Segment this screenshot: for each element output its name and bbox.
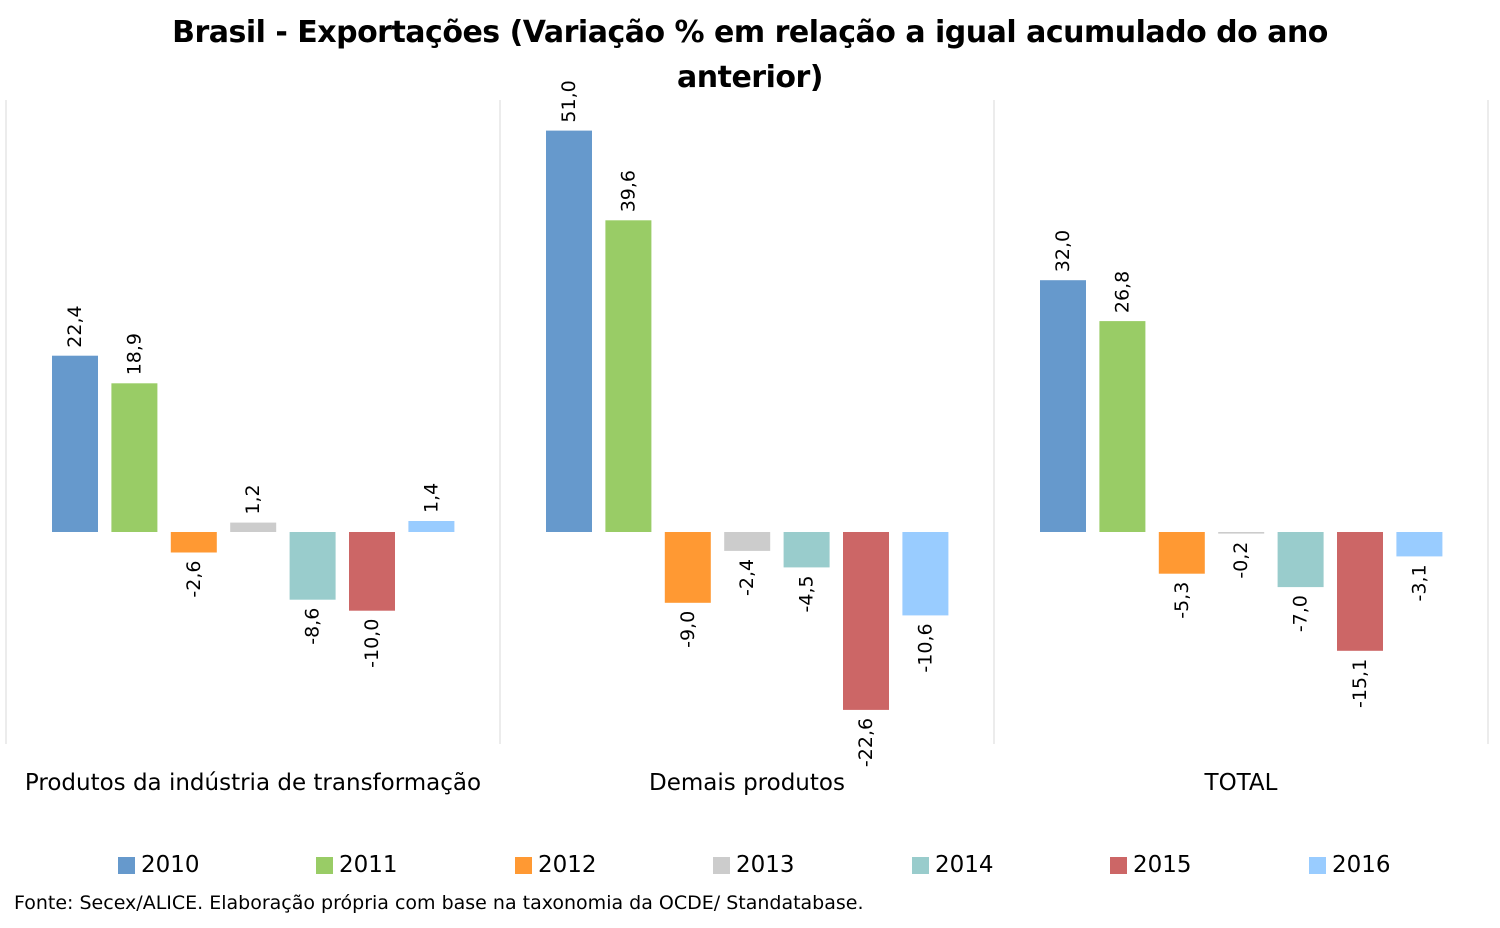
data-label-2013-0: 1,2 xyxy=(242,484,264,514)
category-tick-label: Demais produtos xyxy=(649,770,845,796)
bar-2015-1 xyxy=(843,532,889,710)
chart-title: Brasil - Exportações (Variação % em rela… xyxy=(172,15,1328,95)
bars xyxy=(52,130,1443,710)
bar-2013-0 xyxy=(230,522,277,532)
data-label-2010-1: 51,0 xyxy=(558,80,580,122)
bar-2015-0 xyxy=(349,532,395,611)
bar-2010-2 xyxy=(1040,280,1086,532)
legend-item-2014: 2014 xyxy=(912,848,994,882)
legend-label: 2016 xyxy=(1332,852,1391,878)
data-label-2013-2: -0,2 xyxy=(1230,542,1252,579)
legend-label: 2012 xyxy=(538,852,597,878)
data-label-2016-1: -10,6 xyxy=(914,623,936,672)
legend-swatch xyxy=(1309,856,1326,874)
bar-2011-2 xyxy=(1099,321,1146,532)
legend: 2010 2011 2012 2013 2014 2015 2016 xyxy=(0,848,1500,882)
bar-2010-0 xyxy=(52,355,98,532)
bar-2010-1 xyxy=(546,130,592,532)
category-tick-labels: Produtos da indústria de transformação De… xyxy=(25,770,1278,796)
legend-swatch xyxy=(713,856,730,874)
legend-swatch xyxy=(316,856,333,874)
bar-2011-1 xyxy=(605,220,652,533)
data-label-2015-2: -15,1 xyxy=(1349,659,1371,708)
category-separators xyxy=(5,100,1489,744)
legend-label: 2010 xyxy=(141,852,200,878)
data-label-2012-2: -5,3 xyxy=(1171,582,1193,619)
data-label-2015-1: -22,6 xyxy=(855,718,877,767)
data-label-2011-2: 26,8 xyxy=(1111,271,1133,313)
legend-swatch xyxy=(118,856,135,874)
bar-2014-0 xyxy=(289,532,336,600)
legend-item-2010: 2010 xyxy=(118,848,200,882)
data-label-2010-2: 32,0 xyxy=(1052,230,1074,272)
data-label-2011-1: 39,6 xyxy=(617,170,639,212)
bar-2013-2 xyxy=(1218,532,1265,534)
data-label-2016-2: -3,1 xyxy=(1408,564,1430,601)
legend-item-2016: 2016 xyxy=(1309,848,1391,882)
bar-2015-2 xyxy=(1337,532,1383,651)
bar-2012-0 xyxy=(170,532,217,553)
legend-item-2013: 2013 xyxy=(713,848,795,882)
data-label-2014-2: -7,0 xyxy=(1290,595,1312,632)
bar-2016-0 xyxy=(408,521,455,532)
bar-2014-1 xyxy=(783,532,830,568)
legend-label: 2015 xyxy=(1133,852,1192,878)
data-label-2011-0: 18,9 xyxy=(123,333,145,375)
bar-2016-1 xyxy=(902,532,949,616)
bar-2014-2 xyxy=(1277,532,1324,588)
legend-item-2015: 2015 xyxy=(1110,848,1192,882)
data-label-2016-0: 1,4 xyxy=(420,483,442,513)
data-labels: 22,4 18,9 -2,6 1,2 -8,6 -10,0 1,4 51,0 39,6 -9,0 -… xyxy=(64,80,1430,767)
data-label-2012-0: -2,6 xyxy=(183,561,205,598)
legend-swatch xyxy=(1110,856,1127,874)
bar-chart-plot: 22,4 18,9 -2,6 1,2 -8,6 -10,0 1,4 51,0 39,6 -9,0 -… xyxy=(5,80,1489,796)
legend-label: 2011 xyxy=(339,852,398,878)
data-label-2010-0: 22,4 xyxy=(64,305,86,347)
legend-swatch xyxy=(912,856,929,874)
bar-2012-1 xyxy=(664,532,711,603)
bar-2011-0 xyxy=(111,383,158,532)
bar-2013-1 xyxy=(724,532,771,551)
category-tick-label: TOTAL xyxy=(1204,770,1278,796)
bar-2016-2 xyxy=(1396,532,1443,557)
legend-item-2012: 2012 xyxy=(515,848,597,882)
legend-label: 2014 xyxy=(935,852,994,878)
legend-swatch xyxy=(515,856,532,874)
data-label-2014-0: -8,6 xyxy=(302,608,324,645)
bar-2012-2 xyxy=(1158,532,1205,574)
category-tick-label: Produtos da indústria de transformação xyxy=(25,770,481,796)
data-label-2015-0: -10,0 xyxy=(361,619,383,668)
data-label-2013-1: -2,4 xyxy=(736,559,758,596)
source-note: Fonte: Secex/ALICE. Elaboração própria c… xyxy=(14,892,864,914)
data-label-2012-1: -9,0 xyxy=(677,611,699,648)
legend-item-2011: 2011 xyxy=(316,848,398,882)
data-label-2014-1: -4,5 xyxy=(796,575,818,612)
legend-label: 2013 xyxy=(736,852,795,878)
